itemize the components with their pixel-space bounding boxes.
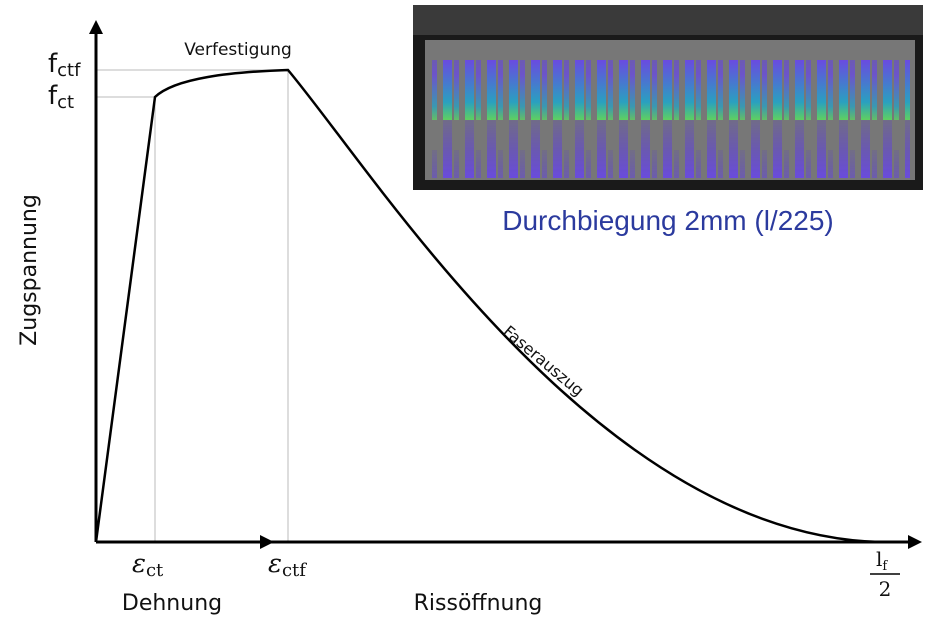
- photo-caption: Durchbiegung 2mm (l/225): [502, 205, 834, 236]
- lf-sub: f: [882, 559, 888, 574]
- f-ctf-sub: ctf: [57, 60, 81, 81]
- strain-label: Dehnung: [122, 591, 222, 616]
- eps-ctf-base: ε: [268, 549, 282, 579]
- eps-ct-base: ε: [132, 549, 146, 579]
- eps-ct-sub: ct: [146, 560, 164, 581]
- hardening-label: Verfestigung: [184, 40, 292, 60]
- lf-numerator: lf: [876, 547, 888, 574]
- crack-label: Rissöffnung: [414, 591, 543, 616]
- f-ct-label: fct: [48, 81, 74, 113]
- specimen-photo: [413, 5, 923, 190]
- diagram: Durchbiegung 2mm (l/225) Zugspannung fct…: [0, 0, 935, 618]
- eps-ct-label: εct: [132, 549, 164, 581]
- y-axis-label: Zugspannung: [17, 194, 42, 346]
- pullout-label: Faserauszug: [499, 322, 587, 400]
- lf-denominator: 2: [879, 577, 892, 601]
- eps-ctf-label: εctf: [268, 549, 307, 581]
- f-ctf-label: fctf: [48, 49, 81, 81]
- f-ct-sub: ct: [57, 92, 74, 113]
- eps-ctf-sub: ctf: [282, 560, 307, 581]
